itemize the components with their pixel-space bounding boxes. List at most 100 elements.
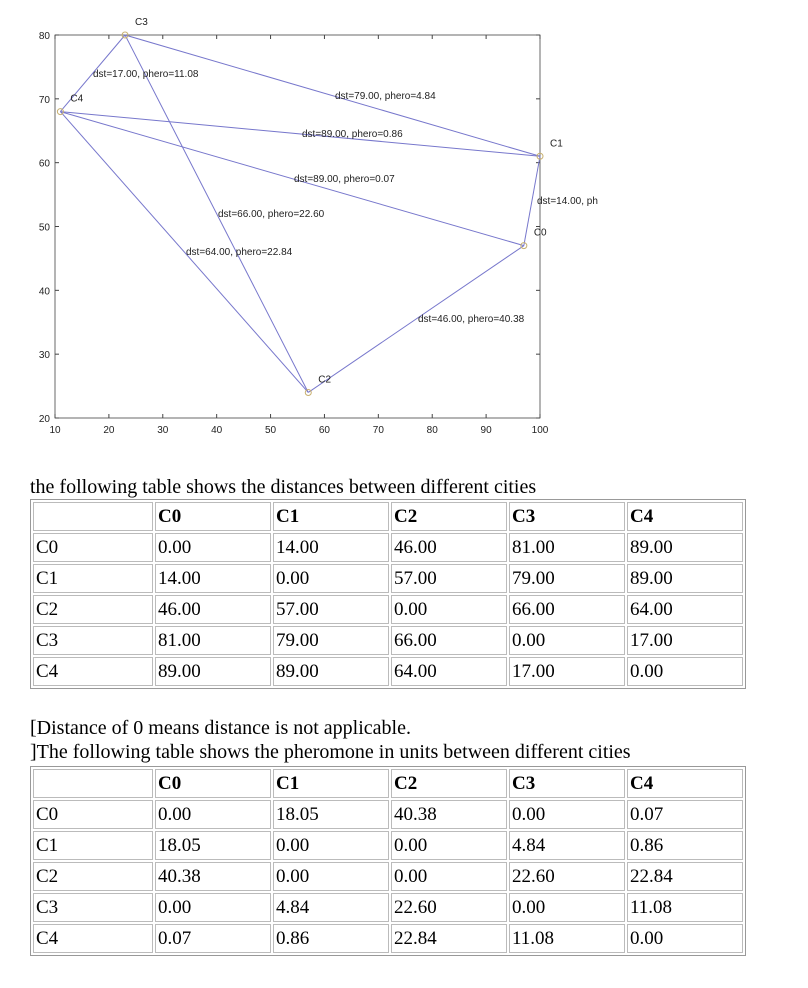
table-cell: 0.00 xyxy=(155,800,271,829)
distance-caption: the following table shows the distances … xyxy=(30,476,537,498)
table-cell: 4.84 xyxy=(273,893,389,922)
table-cell: 14.00 xyxy=(273,533,389,562)
table-cell: 0.07 xyxy=(627,800,743,829)
distance-table: C0 C1 C2 C3 C4 C0 0.00 14.00 46.00 81.00 89.00 C1 14… xyxy=(30,499,746,689)
table-row: C4 0.07 0.86 22.84 11.08 0.00 xyxy=(33,924,743,953)
y-tick-label: 60 xyxy=(39,159,51,170)
city-label: C0 xyxy=(534,228,547,239)
column-header xyxy=(33,769,153,798)
row-header: C3 xyxy=(33,893,153,922)
x-tick-label: 60 xyxy=(319,425,331,436)
column-header: C1 xyxy=(273,502,389,531)
city-marker xyxy=(304,388,312,396)
city-label: C2 xyxy=(318,374,331,385)
row-header: C2 xyxy=(33,862,153,891)
y-tick-label: 40 xyxy=(39,286,51,297)
table-cell: 79.00 xyxy=(273,626,389,655)
table-cell: 0.00 xyxy=(391,862,507,891)
header-row: C0 C1 C2 C3 C4 xyxy=(33,502,743,531)
table-cell: 81.00 xyxy=(155,626,271,655)
table-cell: 0.00 xyxy=(509,626,625,655)
row-header: C2 xyxy=(33,595,153,624)
table-cell: 22.60 xyxy=(509,862,625,891)
row-header: C3 xyxy=(33,626,153,655)
city-marker xyxy=(56,108,64,116)
city-label: C4 xyxy=(70,94,83,105)
edge-label: dst=64.00, phero=22.84 xyxy=(186,247,293,258)
table-cell: 0.00 xyxy=(627,924,743,953)
table-row: C2 40.38 0.00 0.00 22.60 22.84 xyxy=(33,862,743,891)
note-line-1: [Distance of 0 means distance is not app… xyxy=(30,717,411,739)
edge-label: dst=89.00, phero=0.07 xyxy=(294,174,395,185)
row-header: C1 xyxy=(33,564,153,593)
city-marker xyxy=(520,242,528,250)
table-row: C0 0.00 18.05 40.38 0.00 0.07 xyxy=(33,800,743,829)
table-cell: 17.00 xyxy=(627,626,743,655)
edge-C4-C3 xyxy=(60,34,126,112)
table-cell: 89.00 xyxy=(627,564,743,593)
table-cell: 46.00 xyxy=(391,533,507,562)
table-cell: 57.00 xyxy=(273,595,389,624)
table-cell: 64.00 xyxy=(391,657,507,686)
table-cell: 18.05 xyxy=(273,800,389,829)
table-cell: 14.00 xyxy=(155,564,271,593)
table-row: C1 18.05 0.00 0.00 4.84 0.86 xyxy=(33,831,743,860)
row-header: C1 xyxy=(33,831,153,860)
edge-C1-C0 xyxy=(523,156,541,246)
y-tick-label: 30 xyxy=(39,350,51,361)
x-tick-label: 50 xyxy=(265,425,277,436)
table-cell: 66.00 xyxy=(509,595,625,624)
table-cell: 81.00 xyxy=(509,533,625,562)
y-tick-label: 20 xyxy=(39,414,51,425)
table-cell: 0.00 xyxy=(273,862,389,891)
x-tick-label: 70 xyxy=(373,425,385,436)
table-row: C1 14.00 0.00 57.00 79.00 89.00 xyxy=(33,564,743,593)
table-row: C4 89.00 89.00 64.00 17.00 0.00 xyxy=(33,657,743,686)
table-cell: 89.00 xyxy=(155,657,271,686)
y-tick-label: 80 xyxy=(39,31,51,42)
column-header: C0 xyxy=(155,502,271,531)
column-header: C0 xyxy=(155,769,271,798)
edge-C4-C2 xyxy=(60,111,309,393)
table-cell: 22.84 xyxy=(627,862,743,891)
x-tick-label: 80 xyxy=(427,425,439,436)
city-label: C1 xyxy=(550,138,563,149)
table-cell: 79.00 xyxy=(509,564,625,593)
row-header: C4 xyxy=(33,657,153,686)
table-cell: 11.08 xyxy=(509,924,625,953)
column-header: C3 xyxy=(509,502,625,531)
row-header: C0 xyxy=(33,800,153,829)
table-cell: 89.00 xyxy=(627,533,743,562)
edge-C0-C2 xyxy=(307,245,525,393)
table-cell: 57.00 xyxy=(391,564,507,593)
table-cell: 64.00 xyxy=(627,595,743,624)
edge-label: dst=79.00, phero=4.84 xyxy=(335,91,436,102)
city-label: C3 xyxy=(135,17,148,28)
x-tick-label: 10 xyxy=(49,425,61,436)
table-cell: 17.00 xyxy=(509,657,625,686)
table-row: C3 81.00 79.00 66.00 0.00 17.00 xyxy=(33,626,743,655)
table-cell: 0.86 xyxy=(273,924,389,953)
column-header: C4 xyxy=(627,502,743,531)
table-cell: 40.38 xyxy=(391,800,507,829)
x-tick-label: 90 xyxy=(481,425,493,436)
city-marker xyxy=(536,152,544,160)
table-cell: 18.05 xyxy=(155,831,271,860)
edge-label: dst=14.00, ph xyxy=(537,196,598,207)
x-tick-label: 100 xyxy=(532,425,549,436)
table-cell: 0.00 xyxy=(273,564,389,593)
edge-label: dst=46.00, phero=40.38 xyxy=(418,314,525,325)
edge-C3-C1 xyxy=(124,34,541,157)
row-header: C0 xyxy=(33,533,153,562)
row-header: C4 xyxy=(33,924,153,953)
column-header: C2 xyxy=(391,769,507,798)
edge-label: dst=89.00, phero=0.86 xyxy=(302,129,403,140)
x-tick-label: 40 xyxy=(211,425,223,436)
table-cell: 0.00 xyxy=(391,595,507,624)
table-row: C2 46.00 57.00 0.00 66.00 64.00 xyxy=(33,595,743,624)
table-cell: 46.00 xyxy=(155,595,271,624)
table-cell: 89.00 xyxy=(273,657,389,686)
table-row: C0 0.00 14.00 46.00 81.00 89.00 xyxy=(33,533,743,562)
edge-C4-C1 xyxy=(60,111,541,157)
edge-C3-C2 xyxy=(124,34,309,393)
